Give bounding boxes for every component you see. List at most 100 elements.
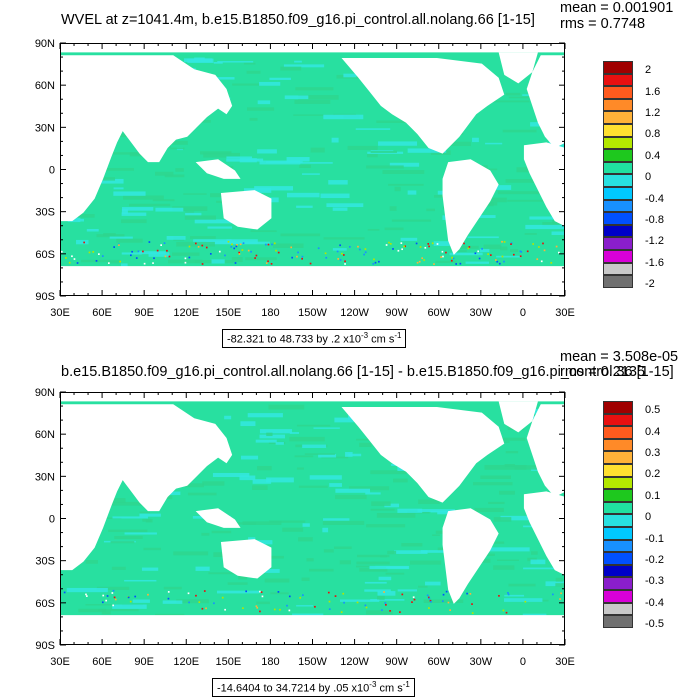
ocean-speckle — [555, 245, 558, 248]
ocean-speckle — [238, 251, 240, 254]
land-mass — [220, 190, 272, 230]
ocean-texture — [247, 107, 275, 111]
ocean-texture — [524, 233, 537, 235]
lat-tick-label: 0 — [49, 514, 55, 526]
panel-bottom: b.e15.B1850.f09_g16.pi_control.all.nolan… — [0, 349, 700, 700]
range-label: -82.321 to 48.733 by .2 x10-3 cm s-1 — [222, 329, 407, 348]
lon-tick-label: 90E — [134, 656, 154, 668]
ocean-texture — [323, 114, 364, 120]
ocean-speckle — [184, 261, 187, 264]
ocean-speckle — [314, 605, 316, 608]
ocean-speckle — [195, 594, 197, 597]
ocean-texture — [299, 164, 311, 168]
ocean-speckle — [466, 592, 468, 595]
range-label: -14.6404 to 34.7214 by .05 x10-3 cm s-1 — [212, 678, 415, 697]
ocean-speckle — [261, 595, 264, 598]
ocean-texture — [326, 203, 364, 208]
ocean-speckle — [299, 596, 302, 599]
ocean-speckle — [558, 251, 560, 254]
lon-tick-label: 60W — [427, 307, 450, 319]
ocean-speckle — [168, 255, 171, 258]
ocean-texture — [249, 117, 258, 121]
ocean-speckle — [242, 242, 245, 245]
ocean-texture — [168, 259, 203, 264]
ocean-texture — [162, 600, 183, 604]
ocean-texture — [394, 550, 428, 554]
ocean-speckle — [412, 596, 415, 599]
colorbar-cell — [603, 438, 633, 452]
ocean-speckle — [112, 589, 115, 592]
ocean-texture — [81, 259, 121, 263]
ocean-texture — [121, 212, 147, 216]
colorbar-label: 2 — [645, 64, 652, 77]
ocean-speckle — [224, 608, 226, 611]
ocean-speckle — [238, 253, 241, 255]
colorbar-label: -1.2 — [645, 235, 664, 248]
colorbar-label: -0.5 — [645, 618, 664, 631]
ocean-speckle — [507, 592, 509, 594]
ocean-texture — [298, 537, 313, 542]
ocean-texture — [485, 142, 503, 145]
ocean-speckle — [404, 245, 406, 248]
ocean-speckle — [496, 260, 499, 263]
ocean-texture — [238, 576, 248, 580]
ocean-speckle — [286, 604, 288, 607]
ocean-speckle — [209, 253, 212, 255]
ocean-speckle — [267, 260, 269, 263]
ocean-texture — [301, 173, 320, 175]
ocean-texture — [437, 190, 446, 195]
ocean-texture — [207, 226, 232, 229]
ocean-speckle — [388, 241, 390, 244]
ocean-texture — [332, 207, 348, 211]
ocean-texture — [184, 58, 213, 63]
ocean-texture — [98, 609, 139, 612]
lon-tick-label: 30E — [555, 656, 575, 668]
ocean-texture — [109, 236, 133, 239]
ocean-texture — [259, 429, 293, 434]
colorbar-cell — [603, 514, 633, 527]
lon-tick-label: 60W — [427, 656, 450, 668]
ocean-speckle — [428, 245, 430, 248]
ocean-speckle — [137, 250, 140, 253]
ocean-texture — [256, 465, 272, 471]
ocean-texture — [298, 485, 328, 488]
ocean-texture — [504, 594, 525, 597]
ocean-speckle — [510, 242, 513, 245]
ocean-texture — [364, 581, 387, 584]
colorbar-cell — [603, 501, 633, 515]
ocean-texture — [387, 550, 397, 555]
colorbar-label: -0.3 — [645, 575, 664, 588]
ocean-speckle — [397, 249, 400, 252]
ocean-speckle — [98, 253, 100, 255]
ocean-speckle — [270, 262, 273, 265]
ocean-speckle — [498, 594, 500, 597]
ocean-texture — [356, 554, 390, 558]
ocean-texture — [164, 174, 185, 178]
ocean-speckle — [118, 244, 120, 246]
ocean-texture — [120, 263, 128, 269]
land-mass — [526, 55, 564, 149]
mean-value: mean = 0.001901 — [560, 0, 674, 16]
ocean-texture — [339, 560, 351, 565]
land-mass — [341, 407, 505, 503]
ocean-speckle — [265, 262, 268, 264]
ocean-texture — [296, 205, 313, 208]
ocean-texture — [247, 413, 283, 418]
colorbar-label: 0.2 — [645, 468, 661, 481]
ocean-speckle — [101, 601, 104, 604]
ocean-texture — [211, 530, 232, 534]
colorbar-cell — [603, 577, 633, 590]
ocean-texture — [154, 171, 174, 176]
ocean-texture — [293, 114, 335, 116]
ocean-speckle — [250, 250, 252, 253]
ocean-texture — [132, 599, 150, 603]
ocean-speckle — [188, 256, 191, 259]
ocean-texture — [407, 148, 447, 153]
ocean-texture — [76, 239, 89, 245]
ocean-speckle — [336, 250, 339, 253]
ocean-texture — [449, 252, 483, 256]
lon-tick-label: 150W — [298, 307, 327, 319]
ocean-speckle — [205, 607, 207, 610]
ocean-texture — [426, 208, 435, 212]
ocean-texture — [304, 453, 335, 455]
